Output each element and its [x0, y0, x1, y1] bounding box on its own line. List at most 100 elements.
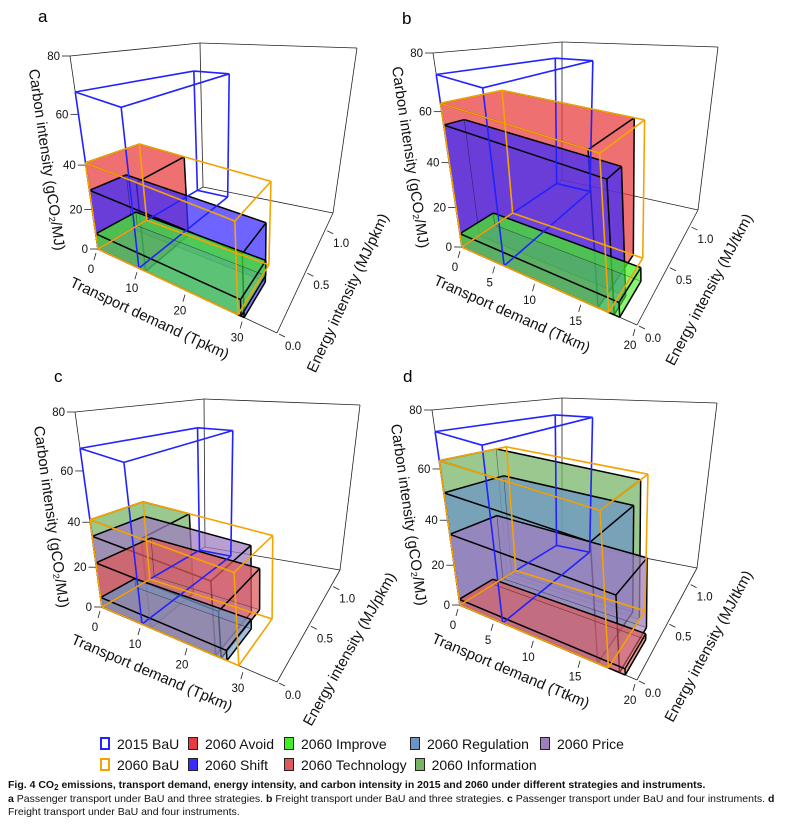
y-tick-label: 0.0	[645, 333, 661, 345]
box-outline-edge	[120, 73, 230, 109]
box-edge	[225, 618, 252, 651]
y-tick-label: 1.0	[697, 592, 713, 604]
caption-panel-letter: d	[767, 792, 775, 805]
box-outline-edge	[79, 426, 198, 450]
x-tick	[532, 284, 535, 292]
box-outline-edge	[439, 446, 507, 462]
y-tick	[669, 623, 676, 628]
box-edge	[619, 280, 642, 318]
box-outline-edge	[588, 417, 594, 553]
x-tick	[182, 294, 186, 302]
x-tick-label: 10	[522, 652, 535, 664]
y-tick	[638, 680, 646, 685]
box-outline-edge	[196, 427, 201, 551]
x-tick-label: 10	[126, 283, 139, 295]
box-edge	[443, 475, 504, 494]
box-outline-edge	[197, 189, 228, 198]
y-tick	[669, 267, 677, 272]
box-outline-edge	[555, 414, 593, 419]
box-edge	[443, 118, 465, 126]
box-outline-edge	[149, 578, 273, 620]
box-edge	[645, 557, 648, 628]
box-edge	[89, 174, 127, 191]
box-outline-edge	[101, 578, 151, 608]
box-outline-edge	[555, 57, 593, 62]
box-face-front	[459, 599, 626, 675]
legend-item: 2060 Technology	[284, 757, 407, 773]
y-tick	[310, 625, 318, 630]
legend-swatch-icon	[188, 737, 198, 750]
box-edge	[615, 557, 648, 596]
box-edge	[459, 232, 620, 304]
panel-a: a 0 20 40 60 80 0 10 20 30 0.0 0.5 1.0 Carbon intensi…	[25, 7, 393, 375]
z-tick-label: 20	[433, 202, 446, 214]
z-tick-label: 80	[410, 48, 423, 60]
axis-box-edge	[276, 569, 341, 683]
legend-swatch-icon	[540, 737, 550, 750]
axis-box-edge	[203, 398, 206, 548]
box-outline-edge	[237, 264, 270, 316]
figure-caption: Fig. 4 CO2 emissions, transport demand, …	[8, 779, 790, 820]
y-axis-title: Energy intensity (MJ/pkm)	[304, 211, 393, 375]
legend-row-1: 2015 BaU 2060 Avoid 2060 Improve 2060 Re…	[100, 733, 632, 754]
x-tick	[457, 250, 461, 259]
y-tick	[638, 325, 646, 330]
box-outline-edge	[139, 143, 272, 183]
box-outline-edge	[84, 162, 99, 250]
z-tick-label: 60	[419, 107, 432, 119]
box-outline-edge	[599, 473, 649, 512]
x-tick	[97, 610, 101, 619]
box-outline-edge	[197, 426, 233, 432]
caption-text: Freight transport under BaU and four ins…	[8, 806, 240, 818]
box-edge	[241, 222, 267, 255]
z-tick-label: 60	[56, 109, 69, 121]
box-outline-edge	[440, 89, 503, 105]
box-outline-edge	[608, 257, 644, 313]
caption-text: Passenger transport under BaU and three …	[13, 792, 266, 805]
x-tick	[184, 648, 188, 656]
box-face-top	[440, 90, 635, 150]
box-face-top	[85, 144, 185, 183]
x-tick-label: 10	[523, 295, 536, 307]
box-edge	[464, 118, 622, 168]
box-edge	[496, 448, 641, 481]
panel-letter: d	[403, 367, 412, 386]
box-outline-edge	[505, 446, 517, 571]
x-tick-label: 30	[231, 683, 244, 695]
z-tick-label: 40	[67, 517, 80, 529]
box-face-top	[89, 174, 266, 254]
box-face-top	[449, 515, 648, 596]
y-tick-label: 0.0	[285, 341, 301, 353]
x-tick	[632, 683, 636, 692]
box-outline-edge	[142, 501, 151, 580]
legend-item: 2060 Avoid	[188, 736, 276, 752]
x-tick	[632, 328, 636, 337]
x-tick	[240, 672, 244, 680]
axis-box-edge	[199, 42, 204, 188]
box-outline-edge	[459, 569, 517, 606]
box-face-right	[240, 260, 266, 317]
box-outline-edge	[138, 144, 148, 221]
box-outline-edge	[503, 190, 591, 267]
z-tick-label: 40	[63, 160, 76, 172]
box-outline-edge	[512, 212, 644, 259]
box-edge	[443, 492, 591, 543]
axis-box-edge	[697, 46, 719, 211]
z-tick-label: 60	[418, 464, 431, 476]
axis-box-edge	[431, 397, 563, 411]
box-outline-edge	[146, 219, 270, 266]
y-tick	[691, 226, 698, 231]
box-2060-improve	[95, 211, 267, 317]
legend-item: 2060 Improve	[284, 736, 402, 752]
y-tick-label: 1.0	[339, 594, 355, 606]
y-tick-label: 0.5	[676, 275, 692, 287]
box-outline-edge	[142, 500, 273, 537]
box-outline-edge	[644, 474, 649, 611]
caption-title-rest: emissions, transport demand, energy inte…	[58, 779, 706, 791]
box-edge	[134, 577, 252, 621]
box-outline-edge	[482, 59, 594, 89]
box-outline-edge	[97, 248, 239, 316]
z-tick-label: 0	[86, 602, 92, 614]
axis-box-edge	[332, 47, 358, 214]
